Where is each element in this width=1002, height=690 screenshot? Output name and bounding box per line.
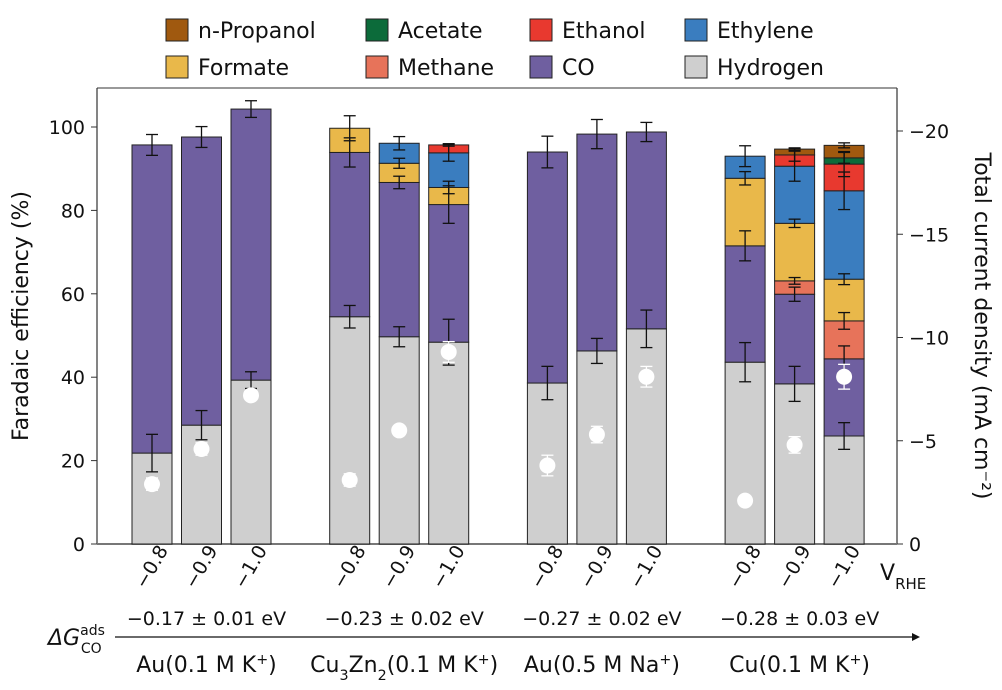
bar-segment-co	[526, 151, 568, 384]
y-right-axis-label: Total current density (mA cm⁻²)	[969, 152, 994, 500]
current-density-point	[786, 436, 803, 453]
y-tick-label: 0	[73, 534, 85, 556]
bar-segment-hydrogen	[378, 336, 420, 545]
group-energy-label: −0.27 ± 0.02 eV	[522, 608, 681, 630]
x-tick-label: −0.8	[328, 542, 370, 593]
current-density-point	[193, 441, 210, 458]
x-tick-label: −1.0	[230, 542, 272, 593]
y-right-tick-label: −20	[909, 121, 949, 143]
legend-label-ethylene: Ethylene	[717, 19, 814, 44]
x-tick-label: −0.9	[180, 542, 222, 593]
bar-segment-co	[181, 136, 222, 426]
arrow-head-icon	[912, 633, 920, 641]
legend-label-formate: Formate	[198, 56, 289, 81]
legend-label-acetate: Acetate	[398, 19, 483, 44]
legend-label-co: CO	[562, 56, 595, 81]
bar-segment-co	[576, 133, 618, 352]
group-name-label: Cu(0.1 M K+)	[729, 652, 870, 678]
legend-swatch-ethylene	[684, 18, 708, 42]
y-right-tick-label: −5	[909, 431, 937, 453]
current-density-point	[539, 457, 556, 474]
x-tick-label: −1.0	[625, 542, 667, 593]
group-energy-label: −0.17 ± 0.01 eV	[127, 608, 286, 630]
legend-swatch-n-propanol	[165, 18, 189, 42]
y-axis-label: Faradaic efficiency (%)	[9, 191, 34, 441]
y-tick-label: 60	[61, 284, 85, 306]
delta-g-label: ΔGads CO	[46, 623, 105, 657]
legend-swatch-methane	[365, 55, 389, 79]
bar-segment-hydrogen	[625, 328, 667, 545]
x-tick-label: −0.9	[773, 542, 815, 593]
y-tick-label: 40	[61, 367, 85, 389]
x-tick-label: −1.0	[427, 542, 469, 593]
bar-segment-co	[230, 108, 272, 381]
bar-segment-co	[625, 131, 667, 330]
group-name-label: Au(0.5 M Na+)	[524, 652, 680, 678]
x-unit-label: VRHE	[880, 561, 926, 593]
legend-label-ethanol: Ethanol	[562, 19, 645, 44]
bar-segment-hydrogen	[329, 316, 371, 545]
y-tick-label: 80	[61, 200, 85, 222]
bar-segment-hydrogen	[724, 361, 766, 545]
bar-segment-co	[131, 144, 173, 454]
legend-swatch-formate	[165, 55, 189, 79]
x-tick-label: −0.8	[526, 542, 568, 593]
current-density-point	[588, 426, 605, 443]
legend-swatch-co	[529, 55, 553, 79]
group-name-label: Cu3Zn2(0.1 M K+)	[310, 652, 498, 684]
legend-swatch-acetate	[365, 18, 389, 42]
x-tick-label: −0.8	[724, 542, 766, 593]
x-tick-label: −1.0	[823, 542, 865, 593]
current-density-point	[391, 422, 408, 439]
current-density-point	[243, 387, 259, 404]
bar-segment-hydrogen	[823, 435, 865, 545]
y-right-tick-label: −10	[909, 328, 949, 350]
y-right-tick-label: 0	[909, 534, 921, 556]
y-tick-label: 20	[61, 451, 85, 473]
x-tick-label: −0.9	[378, 542, 420, 593]
group-name-label: Au(0.1 M K+)	[136, 652, 277, 678]
y-tick-label: 100	[49, 117, 85, 139]
group-energy-label: −0.23 ± 0.02 eV	[325, 608, 484, 630]
current-density-point	[737, 492, 754, 509]
current-density-point	[144, 476, 160, 493]
bar-segment-formate	[774, 222, 816, 282]
current-density-point	[341, 471, 358, 488]
bar-segment-co	[329, 151, 371, 318]
bar-segment-hydrogen	[576, 350, 618, 545]
current-density-point	[440, 343, 457, 360]
x-tick-label: −0.9	[576, 542, 618, 593]
bar-segment-hydrogen	[230, 379, 272, 545]
y-right-tick-label: −15	[909, 224, 949, 246]
legend-swatch-ethanol	[529, 18, 553, 42]
x-tick-label: −0.8	[131, 542, 173, 593]
legend-label-n-propanol: n-Propanol	[198, 19, 316, 44]
legend-label-hydrogen: Hydrogen	[717, 56, 824, 81]
group-energy-label: −0.28 ± 0.03 eV	[720, 608, 879, 630]
bar-segment-co	[378, 181, 420, 338]
legend-label-methane: Methane	[398, 56, 494, 81]
bar-segment-hydrogen	[428, 341, 470, 545]
bar-segment-hydrogen	[774, 383, 816, 545]
current-density-point	[836, 368, 853, 385]
current-density-point	[638, 368, 655, 385]
legend-swatch-hydrogen	[684, 55, 708, 79]
